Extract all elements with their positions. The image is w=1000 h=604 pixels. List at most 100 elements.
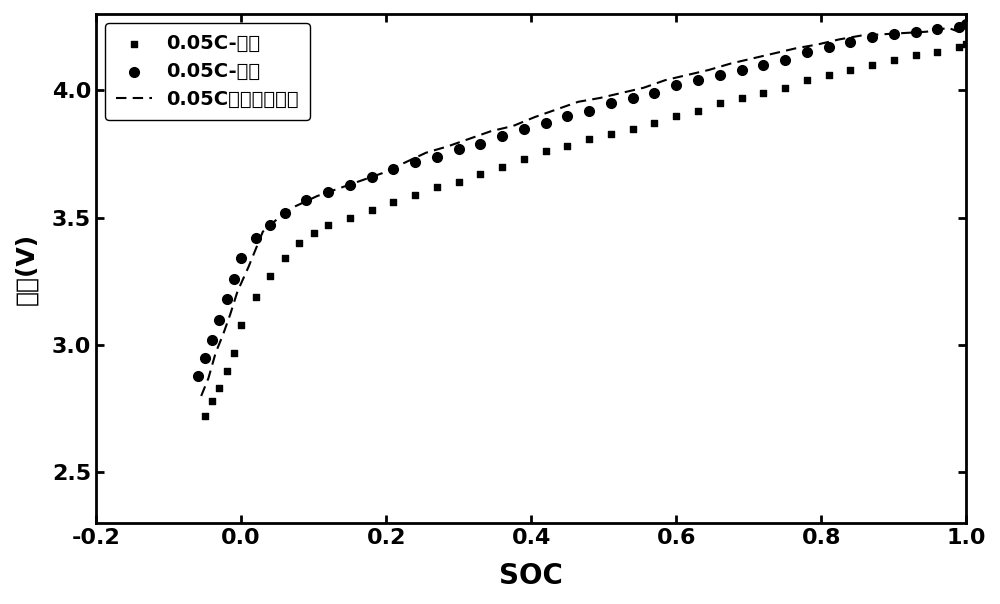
X-axis label: SOC: SOC (499, 562, 563, 590)
0.05C-放电 (886, 55, 902, 65)
0.05C-充电 (842, 37, 858, 47)
0.05C-充电 (581, 106, 597, 115)
0.05C充放电平均值 (551, 106, 563, 113)
0.05C-放电 (320, 220, 336, 230)
0.05C充放电平均值 (703, 66, 715, 74)
0.05C充放电平均值 (572, 98, 584, 105)
0.05C-放电 (364, 205, 380, 215)
0.05C充放电平均值 (616, 89, 628, 97)
0.05C充放电平均值 (638, 84, 650, 91)
0.05C-放电 (277, 254, 293, 263)
Line: 0.05C充放电平均值: 0.05C充放电平均值 (201, 28, 966, 396)
0.05C-放电 (777, 83, 793, 92)
Legend: 0.05C-放电, 0.05C-充电, 0.05C充放电平均值: 0.05C-放电, 0.05C-充电, 0.05C充放电平均值 (105, 23, 310, 120)
0.05C-充电 (951, 22, 967, 31)
0.05C-充电 (197, 353, 213, 362)
0.05C-放电 (842, 65, 858, 75)
0.05C-充电 (248, 233, 264, 243)
0.05C充放电平均值 (224, 311, 236, 318)
0.05C-充电 (625, 93, 641, 103)
0.05C-放电 (951, 42, 967, 52)
0.05C-充电 (755, 60, 771, 69)
0.05C充放电平均值 (920, 28, 932, 36)
0.05C-充电 (864, 32, 880, 42)
0.05C-充电 (277, 208, 293, 217)
0.05C充放电平均值 (942, 24, 954, 31)
0.05C充放电平均值 (529, 114, 541, 121)
0.05C充放电平均值 (659, 77, 671, 84)
0.05C-充电 (777, 55, 793, 65)
0.05C-充电 (538, 118, 554, 128)
0.05C充放电平均值 (899, 30, 911, 37)
0.05C充放电平均值 (812, 41, 824, 48)
0.05C-充电 (298, 195, 314, 205)
0.05C充放电平均值 (242, 264, 254, 271)
0.05C-充电 (262, 220, 278, 230)
0.05C充放电平均值 (507, 123, 519, 130)
0.05C-放电 (516, 154, 532, 164)
0.05C充放电平均值 (231, 288, 243, 295)
0.05C-放电 (219, 365, 235, 375)
0.05C-放电 (342, 213, 358, 222)
0.05C-充电 (494, 131, 510, 141)
0.05C-充电 (958, 19, 974, 29)
0.05C-充电 (516, 124, 532, 133)
0.05C充放电平均值 (210, 349, 222, 356)
0.05C-放电 (429, 182, 445, 192)
0.05C-放电 (306, 228, 322, 238)
0.05C-充电 (821, 42, 837, 52)
0.05C-放电 (929, 47, 945, 57)
0.05C充放电平均值 (442, 143, 454, 150)
0.05C-放电 (799, 76, 815, 85)
Y-axis label: 电压(V): 电压(V) (14, 233, 38, 304)
0.05C-充电 (668, 80, 684, 90)
0.05C充放电平均值 (960, 31, 972, 38)
0.05C-充电 (233, 254, 249, 263)
0.05C-充电 (364, 172, 380, 182)
0.05C充放电平均值 (195, 393, 207, 400)
0.05C充放电平均值 (790, 45, 802, 52)
0.05C-放电 (197, 411, 213, 421)
0.05C-放电 (385, 198, 401, 207)
0.05C充放电平均值 (464, 135, 476, 143)
0.05C-充电 (603, 98, 619, 108)
0.05C-放电 (494, 162, 510, 172)
0.05C-充电 (646, 88, 662, 98)
0.05C-充电 (929, 24, 945, 34)
0.05C-放电 (472, 170, 488, 179)
0.05C-放电 (646, 118, 662, 128)
0.05C-充电 (712, 70, 728, 80)
0.05C充放电平均值 (202, 374, 214, 382)
0.05C-放电 (690, 106, 706, 115)
0.05C-放电 (821, 70, 837, 80)
0.05C-放电 (581, 134, 597, 144)
0.05C-充电 (320, 187, 336, 197)
0.05C充放电平均值 (377, 170, 389, 177)
0.05C充放电平均值 (289, 202, 301, 210)
0.05C充放电平均值 (217, 331, 229, 338)
0.05C充放电平均值 (855, 32, 867, 39)
0.05C-充电 (472, 139, 488, 149)
0.05C-放电 (864, 60, 880, 69)
0.05C-充电 (385, 164, 401, 174)
0.05C-充电 (342, 180, 358, 190)
0.05C-放电 (908, 50, 924, 59)
0.05C-放电 (233, 320, 249, 330)
0.05C-充电 (226, 274, 242, 284)
0.05C-放电 (625, 124, 641, 133)
0.05C-放电 (204, 396, 220, 406)
0.05C充放电平均值 (594, 94, 606, 101)
0.05C-放电 (407, 190, 423, 199)
0.05C充放电平均值 (398, 159, 410, 167)
0.05C-放电 (211, 384, 227, 393)
0.05C-放电 (451, 177, 467, 187)
0.05C-放电 (248, 292, 264, 301)
0.05C-放电 (538, 147, 554, 156)
0.05C-放电 (603, 129, 619, 138)
0.05C-放电 (755, 88, 771, 98)
0.05C充放电平均值 (271, 216, 283, 223)
0.05C-放电 (668, 111, 684, 121)
0.05C-充电 (211, 315, 227, 324)
0.05C-充电 (204, 335, 220, 345)
0.05C充放电平均值 (681, 71, 693, 79)
